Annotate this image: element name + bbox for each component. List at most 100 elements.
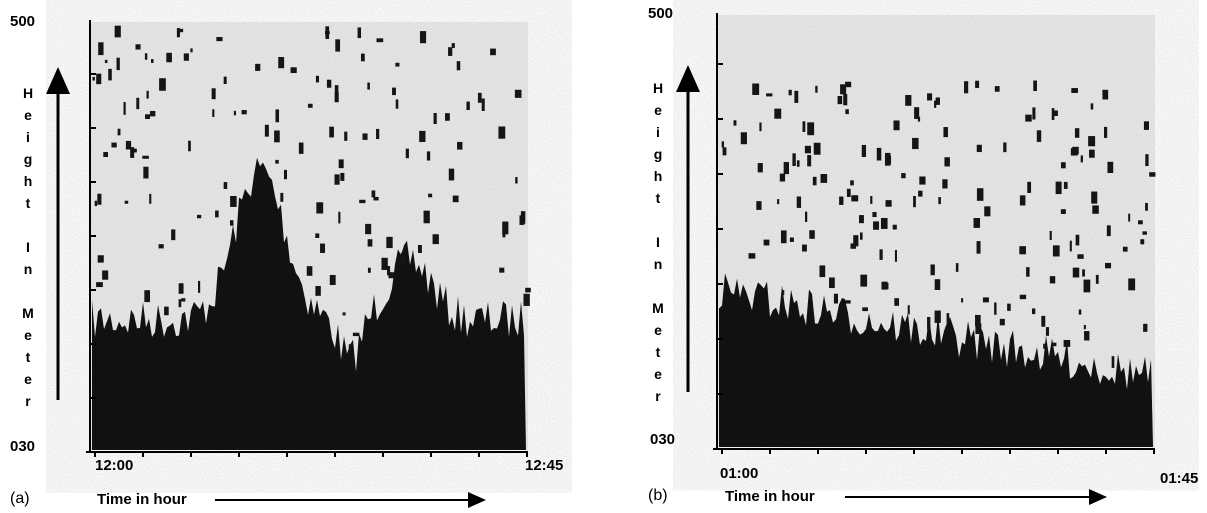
echo-speck bbox=[405, 148, 409, 159]
echo-speck bbox=[365, 223, 372, 235]
echo-speck bbox=[748, 253, 756, 259]
echo-speck bbox=[178, 299, 182, 308]
echo-speck bbox=[1063, 339, 1071, 347]
echo-speck bbox=[955, 263, 959, 272]
echo-speck bbox=[130, 147, 135, 158]
echo-speck bbox=[1145, 154, 1149, 167]
echo-speck bbox=[344, 131, 348, 141]
echo-speck bbox=[144, 53, 148, 60]
echo-speck bbox=[1051, 342, 1057, 347]
echo-speck bbox=[1102, 89, 1109, 100]
echo-speck bbox=[151, 59, 154, 63]
echo-speck bbox=[976, 241, 981, 254]
echo-speck bbox=[1051, 108, 1055, 121]
echo-speck bbox=[905, 95, 912, 106]
echo-speck bbox=[97, 255, 104, 263]
echo-speck bbox=[752, 83, 760, 95]
echo-speck bbox=[999, 318, 1005, 326]
echo-speck bbox=[853, 235, 859, 247]
echo-speck bbox=[514, 89, 522, 98]
echo-speck bbox=[756, 201, 762, 210]
echo-speck bbox=[315, 286, 321, 296]
echo-speck bbox=[456, 61, 461, 71]
panel-label: (a) bbox=[10, 490, 30, 507]
echo-speck bbox=[386, 236, 393, 249]
echo-speck bbox=[1104, 126, 1108, 138]
echo-speck bbox=[860, 274, 868, 287]
echo-speck bbox=[1055, 181, 1062, 195]
echo-speck bbox=[316, 202, 324, 214]
echo-speck bbox=[490, 48, 496, 56]
echo-speck bbox=[329, 126, 334, 138]
echo-speck bbox=[1019, 195, 1026, 206]
echo-speck bbox=[142, 155, 149, 159]
echo-speck bbox=[373, 196, 379, 201]
echo-speck bbox=[777, 199, 780, 205]
echo-speck bbox=[860, 232, 863, 240]
echo-speck bbox=[740, 132, 747, 145]
echogram-a bbox=[90, 22, 531, 450]
echo-speck bbox=[861, 144, 867, 157]
echo-speck bbox=[1092, 205, 1099, 214]
echo-speck bbox=[92, 76, 95, 81]
echo-speck bbox=[879, 249, 883, 260]
echo-speck bbox=[839, 196, 844, 205]
echo-speck bbox=[884, 152, 891, 166]
echo-speck bbox=[1060, 209, 1066, 214]
echogram-b bbox=[717, 15, 1156, 447]
echo-speck bbox=[298, 142, 304, 154]
echo-speck bbox=[873, 221, 880, 230]
echo-speck bbox=[859, 215, 864, 224]
echo-speck bbox=[171, 229, 176, 241]
echo-speck bbox=[334, 92, 339, 103]
echo-speck bbox=[1027, 181, 1032, 193]
echo-speck bbox=[97, 193, 102, 205]
echo-speck bbox=[457, 141, 463, 150]
panel-label: (b) bbox=[648, 487, 668, 504]
echo-speck bbox=[820, 174, 828, 183]
echo-speck bbox=[367, 82, 370, 90]
echo-speck bbox=[766, 93, 773, 97]
echo-speck bbox=[913, 196, 916, 208]
echo-speck bbox=[802, 121, 806, 132]
echo-speck bbox=[144, 290, 151, 303]
echo-speck bbox=[779, 173, 786, 182]
echo-speck bbox=[1032, 107, 1036, 120]
echo-speck bbox=[135, 44, 141, 50]
echo-speck bbox=[1128, 278, 1136, 291]
echo-speck bbox=[975, 80, 980, 88]
echo-speck bbox=[819, 265, 826, 278]
echo-speck bbox=[150, 110, 156, 117]
echo-speck bbox=[964, 81, 969, 94]
echo-speck bbox=[774, 108, 782, 119]
echo-speck bbox=[278, 57, 285, 69]
echo-speck bbox=[117, 128, 121, 136]
echo-speck bbox=[367, 239, 373, 247]
echo-speck bbox=[523, 293, 530, 306]
echo-speck bbox=[525, 287, 531, 293]
echo-speck bbox=[829, 277, 835, 289]
x-end-label: 12:45 bbox=[525, 457, 564, 474]
echo-speck bbox=[223, 76, 227, 85]
echo-speck bbox=[335, 39, 341, 52]
echo-speck bbox=[376, 38, 384, 43]
echo-speck bbox=[1091, 191, 1098, 204]
echo-speck bbox=[432, 234, 439, 245]
echo-speck bbox=[917, 116, 921, 122]
echo-speck bbox=[1084, 331, 1090, 341]
echo-speck bbox=[907, 305, 910, 315]
echo-speck bbox=[381, 257, 388, 270]
echo-speck bbox=[452, 195, 459, 203]
echo-speck bbox=[324, 31, 330, 35]
echo-speck bbox=[190, 48, 193, 53]
echo-speck bbox=[183, 53, 189, 61]
echo-speck bbox=[840, 84, 847, 95]
echo-speck bbox=[912, 137, 919, 150]
echo-speck bbox=[241, 110, 247, 115]
echo-speck bbox=[1063, 181, 1068, 189]
echo-speck bbox=[975, 323, 982, 335]
echo-speck bbox=[180, 28, 184, 33]
echo-speck bbox=[1140, 239, 1145, 245]
echo-speck bbox=[315, 75, 320, 83]
echo-speck bbox=[976, 144, 982, 153]
